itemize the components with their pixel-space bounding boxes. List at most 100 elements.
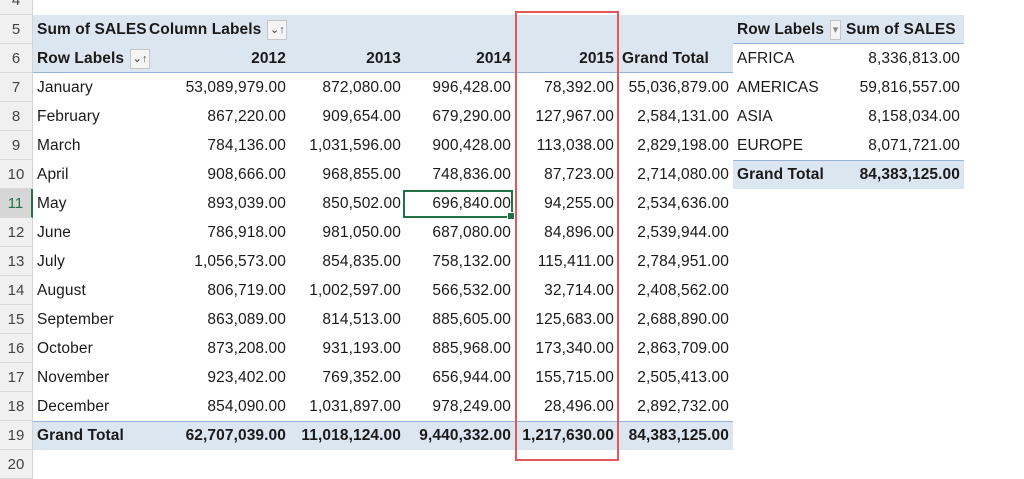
value-cell[interactable]: 87,723.00 <box>544 165 614 183</box>
value-cell[interactable]: 32,714.00 <box>544 281 614 299</box>
row-label[interactable]: August <box>37 281 86 299</box>
value-cell[interactable]: 1,031,596.00 <box>309 136 401 154</box>
value-cell[interactable]: 2,408,562.00 <box>637 281 729 299</box>
row-label[interactable]: April <box>37 165 69 183</box>
row-label[interactable]: July <box>37 252 65 270</box>
value-cell[interactable]: 908,666.00 <box>207 165 286 183</box>
value-cell[interactable]: 28,496.00 <box>544 397 614 415</box>
value-cell[interactable]: 113,038.00 <box>536 136 614 154</box>
column-header-grand-total[interactable]: Grand Total <box>622 49 709 67</box>
value-cell[interactable]: 873,208.00 <box>207 339 286 357</box>
region-value[interactable]: 8,071,721.00 <box>868 136 960 154</box>
column-header-2012[interactable]: 2012 <box>251 49 286 67</box>
value-cell[interactable]: 786,918.00 <box>207 223 286 241</box>
value-cell[interactable]: 923,402.00 <box>207 368 286 386</box>
grand-total-value[interactable]: 9,440,332.00 <box>419 426 511 444</box>
row-label[interactable]: January <box>37 78 93 96</box>
row-header[interactable]: 16 <box>0 334 33 363</box>
value-cell[interactable]: 2,829,198.00 <box>637 136 729 154</box>
value-cell[interactable]: 893,039.00 <box>207 194 286 212</box>
value-cell[interactable]: 94,255.00 <box>544 194 614 212</box>
value-cell[interactable]: 679,290.00 <box>432 107 511 125</box>
row-header[interactable]: 12 <box>0 218 33 247</box>
value-cell[interactable]: 900,428.00 <box>432 136 511 154</box>
row-label[interactable]: February <box>37 107 100 125</box>
value-cell[interactable]: 2,688,890.00 <box>637 310 729 328</box>
region-value[interactable]: 8,158,034.00 <box>868 107 960 125</box>
value-cell[interactable]: 872,080.00 <box>322 78 401 96</box>
value-cell[interactable]: 2,584,131.00 <box>637 107 729 125</box>
value-cell[interactable]: 814,513.00 <box>322 310 401 328</box>
value-cell[interactable]: 53,089,979.00 <box>185 78 286 96</box>
value-cell[interactable]: 696,840.00 <box>432 194 511 212</box>
row-header[interactable]: 10 <box>0 160 33 189</box>
grand-total-value[interactable]: 1,217,630.00 <box>522 426 614 444</box>
value-cell[interactable]: 863,089.00 <box>207 310 286 328</box>
value-cell[interactable]: 2,534,636.00 <box>637 194 729 212</box>
row-header[interactable]: 9 <box>0 131 33 160</box>
column-header-2014[interactable]: 2014 <box>476 49 511 67</box>
value-cell[interactable]: 748,836.00 <box>432 165 511 183</box>
row-header[interactable]: 13 <box>0 247 33 276</box>
row-header[interactable]: 20 <box>0 450 33 479</box>
value-cell[interactable]: 127,967.00 <box>535 107 614 125</box>
row-label[interactable]: June <box>37 223 72 241</box>
row-header[interactable]: 18 <box>0 392 33 421</box>
value-cell[interactable]: 931,193.00 <box>322 339 401 357</box>
row-header[interactable]: 8 <box>0 102 33 131</box>
column-header-2013[interactable]: 2013 <box>366 49 401 67</box>
value-cell[interactable]: 2,505,413.00 <box>637 368 729 386</box>
grand-total-value[interactable]: 84,383,125.00 <box>628 426 729 444</box>
value-cell[interactable]: 806,719.00 <box>207 281 286 299</box>
row-label[interactable]: October <box>37 339 93 357</box>
column-labels-header[interactable]: Column Labels ⌄↑ <box>145 15 305 44</box>
row-header[interactable]: 6 <box>0 44 33 73</box>
row-header[interactable]: 7 <box>0 73 33 102</box>
value-cell[interactable]: 1,002,597.00 <box>309 281 401 299</box>
row-header[interactable]: 17 <box>0 363 33 392</box>
value-cell[interactable]: 2,784,951.00 <box>637 252 729 270</box>
value-cell[interactable]: 2,892,732.00 <box>637 397 729 415</box>
region-label[interactable]: AFRICA <box>737 49 795 67</box>
row-sort-filter-icon[interactable]: ⌄↑ <box>130 48 151 69</box>
row-label[interactable]: September <box>37 310 114 328</box>
value-cell[interactable]: 84,896.00 <box>544 223 614 241</box>
row-label[interactable]: May <box>37 194 67 212</box>
grand-total-value[interactable]: 62,707,039.00 <box>185 426 286 444</box>
row-header[interactable]: 15 <box>0 305 33 334</box>
value-cell[interactable]: 1,056,573.00 <box>194 252 286 270</box>
pivot-value-field-label[interactable]: Sum of SALES <box>37 20 147 38</box>
value-cell[interactable]: 885,605.00 <box>432 310 511 328</box>
value-cell[interactable]: 2,714,080.00 <box>637 165 729 183</box>
value-cell[interactable]: 850,502.00 <box>322 194 401 212</box>
value-cell[interactable]: 2,539,944.00 <box>637 223 729 241</box>
row-header[interactable]: 14 <box>0 276 33 305</box>
value-cell[interactable]: 996,428.00 <box>432 78 511 96</box>
value-cell[interactable]: 566,532.00 <box>432 281 511 299</box>
value-cell[interactable]: 115,411.00 <box>537 252 614 270</box>
value-cell[interactable]: 173,340.00 <box>535 339 614 357</box>
value-cell[interactable]: 909,654.00 <box>322 107 401 125</box>
row-label[interactable]: November <box>37 368 110 386</box>
grand-total-value[interactable]: 11,018,124.00 <box>301 426 401 444</box>
row-labels-header[interactable]: Row Labels ⌄↑ <box>33 44 173 73</box>
region-value[interactable]: 59,816,557.00 <box>859 78 960 96</box>
row-label[interactable]: March <box>37 136 81 154</box>
row-header[interactable]: 19 <box>0 421 33 450</box>
value-cell[interactable]: 981,050.00 <box>322 223 401 241</box>
value-cell[interactable]: 55,036,879.00 <box>628 78 729 96</box>
row-header[interactable]: 5 <box>0 15 33 44</box>
region-value[interactable]: 8,336,813.00 <box>868 49 960 67</box>
pivot2-grand-total-value[interactable]: 84,383,125.00 <box>859 165 960 183</box>
region-label[interactable]: ASIA <box>737 107 773 125</box>
fill-handle[interactable] <box>507 212 515 220</box>
value-cell[interactable]: 867,220.00 <box>207 107 286 125</box>
dropdown-icon[interactable]: ▾ <box>830 19 841 40</box>
value-cell[interactable]: 769,352.00 <box>322 368 401 386</box>
value-cell[interactable]: 1,031,897.00 <box>309 397 401 415</box>
pivot2-grand-total-label[interactable]: Grand Total <box>737 165 824 183</box>
value-cell[interactable]: 758,132.00 <box>432 252 511 270</box>
value-cell[interactable]: 968,855.00 <box>322 165 401 183</box>
value-cell[interactable]: 155,715.00 <box>535 368 614 386</box>
grand-total-label[interactable]: Grand Total <box>37 426 124 444</box>
